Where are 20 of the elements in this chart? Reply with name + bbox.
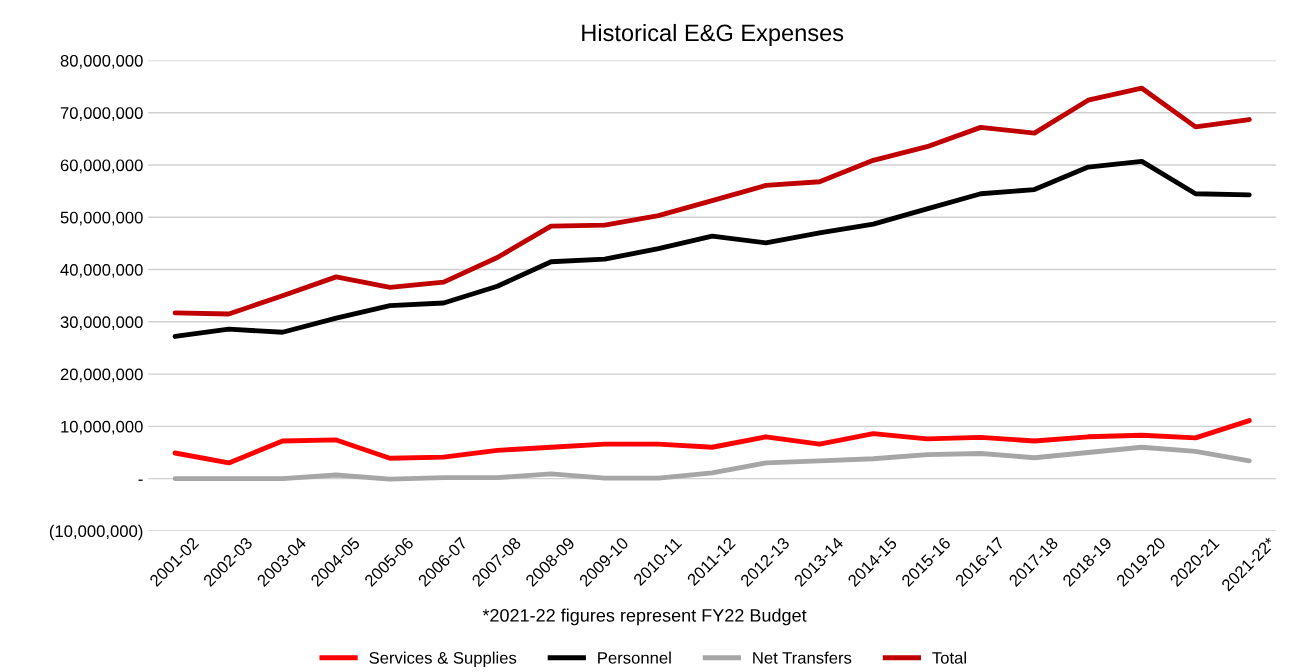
chart-title: Historical E&G Expenses	[582, 23, 844, 46]
y-tick-label: -	[138, 479, 143, 481]
legend-label: Net Transfers	[753, 651, 852, 664]
y-tick-label: 80,000,000	[60, 54, 143, 69]
y-tick-label: (10,000,000)	[49, 524, 143, 541]
line-series	[172, 444, 1252, 482]
y-tick-label: 70,000,000	[60, 107, 143, 121]
line-series	[172, 158, 1252, 339]
y-tick-label: 40,000,000	[60, 263, 143, 278]
line-series	[172, 418, 1252, 466]
y-tick-label: 60,000,000	[60, 159, 143, 174]
legend-label: Services & Supplies	[369, 651, 517, 668]
y-tick-label: 10,000,000	[61, 420, 143, 435]
line-series	[172, 85, 1252, 317]
y-tick-label: 20,000,000	[60, 368, 143, 383]
legend-label: Personnel	[598, 651, 671, 664]
y-tick-label: 50,000,000	[60, 211, 143, 226]
y-tick-label: 30,000,000	[60, 316, 143, 330]
legend-label: Total	[932, 651, 966, 664]
text: *2021-22 figures represent FY22 Budget	[482, 608, 807, 626]
